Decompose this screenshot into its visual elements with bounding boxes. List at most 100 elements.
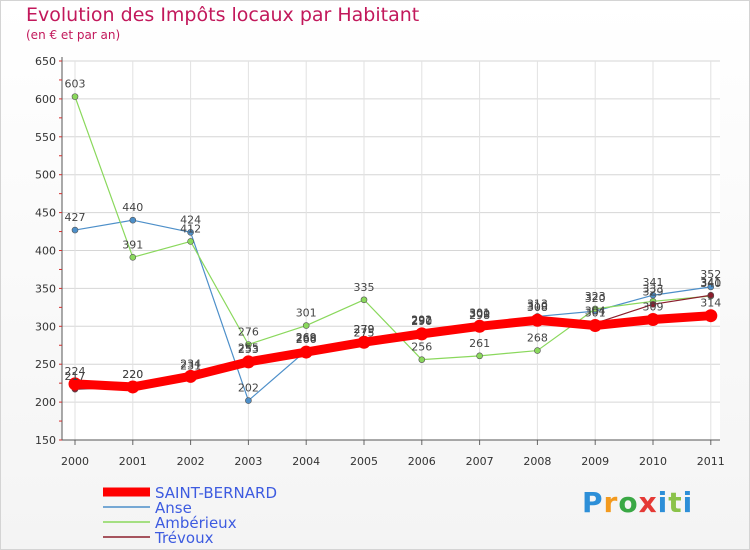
data-label: 301 xyxy=(469,307,490,320)
y-tick-label: 350 xyxy=(35,282,56,295)
data-label: 290 xyxy=(411,315,432,328)
data-label: 279 xyxy=(354,323,375,336)
data-label: 440 xyxy=(122,201,143,214)
axes: 150 200 250 300 350 400 450 500 550 600 650 2000 200… xyxy=(35,55,725,468)
logo-letter: P xyxy=(582,486,604,519)
data-point xyxy=(649,301,657,308)
x-tick-label: 2002 xyxy=(177,455,205,468)
y-tick-label: 500 xyxy=(35,169,56,182)
data-label: 202 xyxy=(238,382,259,395)
data-point xyxy=(591,305,599,313)
legend-label: Ambérieux xyxy=(155,514,237,532)
series-line-0 xyxy=(70,311,716,392)
legend-label: Anse xyxy=(155,499,192,517)
data-label: 220 xyxy=(122,368,143,381)
logo-letter: i xyxy=(682,486,694,519)
x-tick-label: 2009 xyxy=(581,455,609,468)
data-label: 427 xyxy=(65,211,86,224)
logo-letter: i xyxy=(657,486,669,519)
data-label: 234 xyxy=(180,357,201,370)
data-label: 333 xyxy=(643,282,664,295)
x-tick-label: 2001 xyxy=(119,455,147,468)
y-tick-label: 400 xyxy=(35,245,56,258)
proxiti-logo: Proxiti xyxy=(582,486,693,519)
legend-label: SAINT-BERNARD xyxy=(155,484,277,502)
chart-subtitle: (en € et par an) xyxy=(26,28,121,42)
data-label: 268 xyxy=(296,332,317,345)
data-point xyxy=(530,313,544,327)
data-point xyxy=(473,319,487,333)
data-label: 301 xyxy=(296,307,317,320)
x-tick-label: 2011 xyxy=(697,455,725,468)
x-tick-label: 2006 xyxy=(408,455,436,468)
data-point xyxy=(534,347,541,354)
data-label: 308 xyxy=(527,301,548,314)
series-line-2 xyxy=(74,96,712,361)
data-label: 276 xyxy=(238,325,259,338)
data-label: 603 xyxy=(65,78,86,91)
data-label: 329 xyxy=(643,285,664,298)
data-point xyxy=(126,380,140,394)
x-tick-label: 2008 xyxy=(523,455,551,468)
data-point xyxy=(646,312,660,326)
data-point xyxy=(241,355,255,369)
data-label: 256 xyxy=(411,341,432,354)
data-label: 341 xyxy=(643,276,664,289)
logo-letter: x xyxy=(638,486,658,519)
x-tick-label: 2005 xyxy=(350,455,378,468)
y-tick-label: 550 xyxy=(35,131,56,144)
series-lines xyxy=(68,93,718,404)
data-point xyxy=(299,345,313,359)
data-point xyxy=(418,356,426,363)
data-label: 224 xyxy=(65,365,86,378)
data-point xyxy=(588,319,602,333)
data-point xyxy=(245,341,252,348)
data-labels: 224 220 234 253 266 279 290 300 308 301 309 314 427 4… xyxy=(65,78,722,395)
data-label: 253 xyxy=(238,343,259,356)
data-label: 341 xyxy=(700,276,721,289)
data-label: 323 xyxy=(585,290,606,303)
data-point xyxy=(360,296,368,304)
data-point xyxy=(302,322,310,329)
y-tick-label: 300 xyxy=(35,320,56,333)
y-tick-label: 600 xyxy=(35,93,56,106)
data-label: 300 xyxy=(469,307,490,320)
data-point xyxy=(476,352,483,360)
data-label: 261 xyxy=(469,337,490,350)
data-label: 310 xyxy=(527,300,548,313)
data-label: 391 xyxy=(122,238,143,251)
x-tick-label: 2007 xyxy=(466,455,494,468)
data-label: 352 xyxy=(700,268,721,281)
logo-letter: t xyxy=(668,486,683,519)
data-point xyxy=(71,226,79,234)
data-point xyxy=(357,335,371,349)
data-label: 217 xyxy=(65,370,86,383)
data-point xyxy=(245,397,252,404)
data-point xyxy=(68,377,82,391)
chart-title: Evolution des Impôts locaux par Habitant xyxy=(26,4,420,26)
x-tick-label: 2000 xyxy=(61,455,89,468)
legend-label: Trévoux xyxy=(154,529,214,547)
data-label: 279 xyxy=(354,323,375,336)
logo-letter: o xyxy=(618,486,639,519)
x-tick-label: 2004 xyxy=(292,455,320,468)
y-tick-label: 650 xyxy=(35,55,56,68)
y-tick-label: 450 xyxy=(35,207,56,220)
x-tick-label: 2010 xyxy=(639,455,667,468)
x-tick-label: 2003 xyxy=(234,455,262,468)
y-tick-label: 200 xyxy=(35,396,56,409)
logo-letter: r xyxy=(603,486,619,519)
data-label: 412 xyxy=(180,222,201,235)
data-label: 313 xyxy=(527,297,548,310)
y-tick-label: 250 xyxy=(35,358,56,371)
data-label: 269 xyxy=(296,331,317,344)
data-label: 298 xyxy=(469,309,490,322)
data-point xyxy=(129,254,137,261)
data-label: 301 xyxy=(585,307,606,320)
data-label: 220 xyxy=(122,368,143,381)
data-label: 268 xyxy=(527,332,548,345)
data-label: 291 xyxy=(411,314,432,327)
data-label: 309 xyxy=(643,300,664,313)
